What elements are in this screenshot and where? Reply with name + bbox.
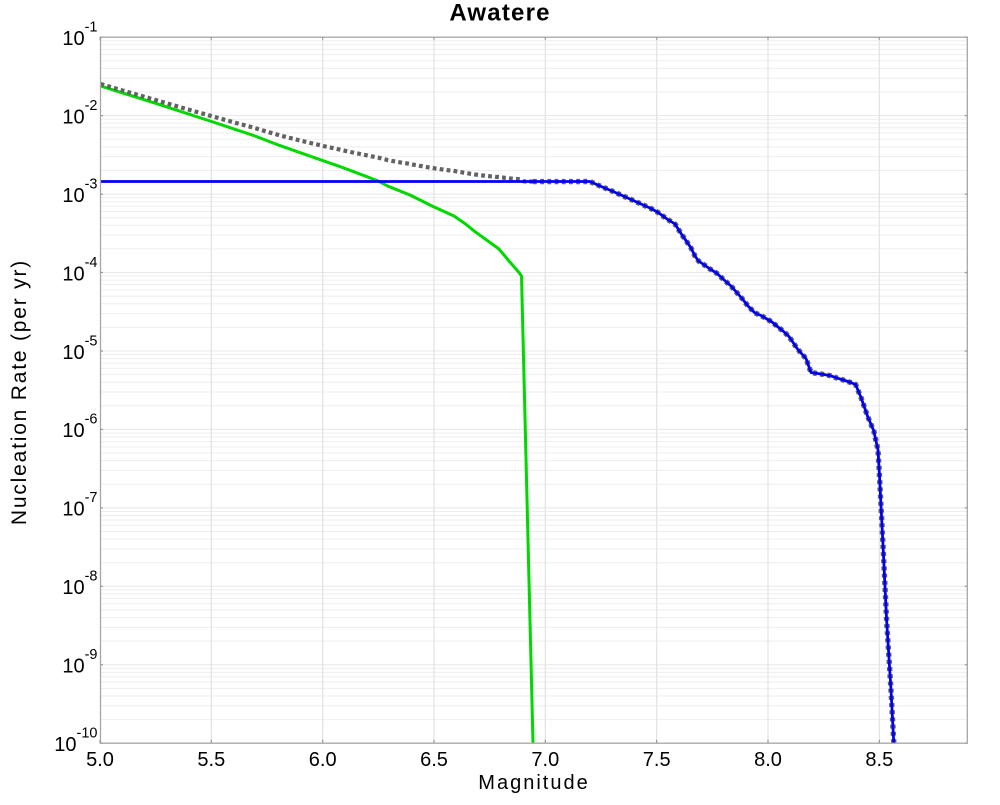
svg-text:7.0: 7.0: [531, 749, 559, 771]
svg-text:8.0: 8.0: [754, 749, 782, 771]
svg-text:Magnitude: Magnitude: [478, 772, 589, 794]
svg-text:6.5: 6.5: [420, 749, 448, 771]
svg-text:Awatere: Awatere: [449, 0, 550, 27]
svg-text:7.5: 7.5: [643, 749, 671, 771]
svg-text:8.5: 8.5: [865, 749, 893, 771]
svg-text:Nucleation Rate (per yr): Nucleation Rate (per yr): [8, 259, 31, 525]
svg-text:5.0: 5.0: [86, 749, 114, 771]
svg-text:5.5: 5.5: [197, 749, 225, 771]
svg-text:6.0: 6.0: [309, 749, 337, 771]
